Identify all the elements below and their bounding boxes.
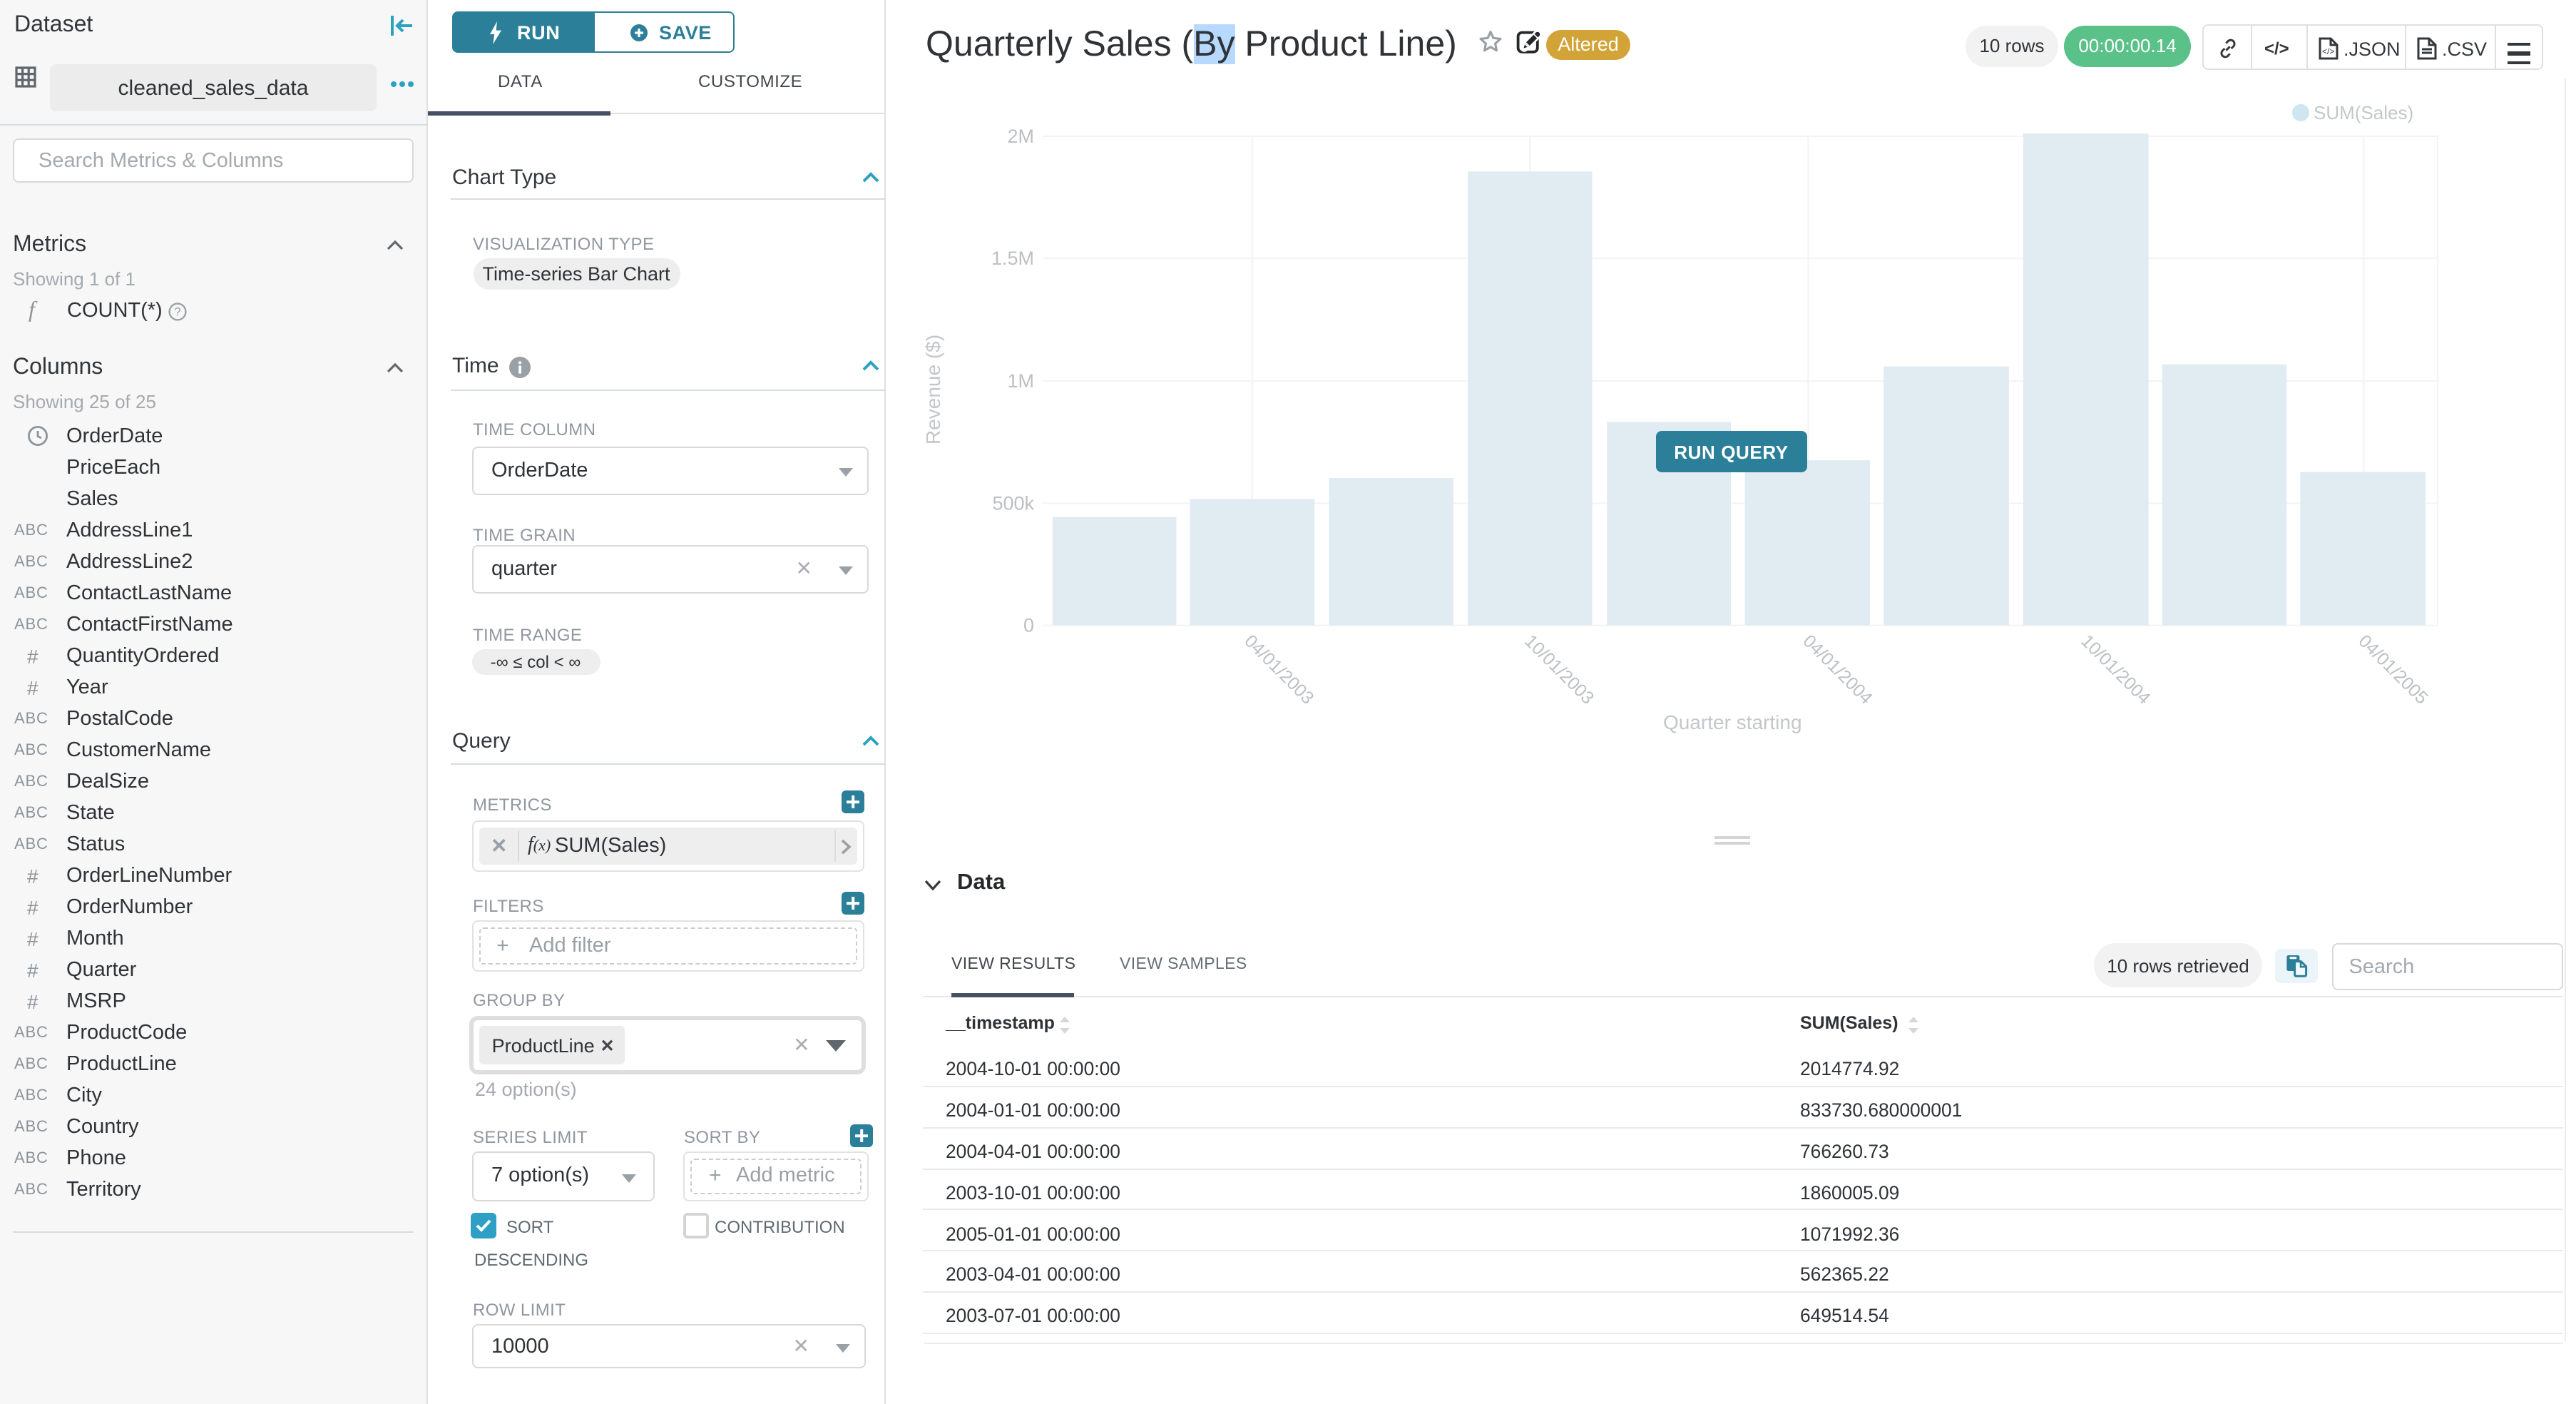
svg-text:04/01/2005: 04/01/2005 [2355, 631, 2432, 708]
svg-text:10/01/2004: 10/01/2004 [2077, 631, 2154, 708]
svg-text:1M: 1M [1007, 370, 1034, 392]
svg-text:500k: 500k [992, 492, 1034, 514]
svg-text:10/01/2003: 10/01/2003 [1520, 631, 1598, 708]
svg-text:Quarter starting: Quarter starting [1663, 711, 1802, 733]
svg-text:?: ? [174, 305, 180, 319]
svg-text:</>: </> [2321, 46, 2334, 56]
svg-text:0: 0 [1023, 615, 1034, 636]
svg-text:Revenue ($): Revenue ($) [922, 335, 944, 444]
svg-text:SUM(Sales): SUM(Sales) [2314, 102, 2413, 123]
svg-text:2M: 2M [1007, 126, 1034, 147]
svg-text:04/01/2004: 04/01/2004 [1799, 631, 1876, 708]
svg-text:1.5M: 1.5M [991, 248, 1034, 269]
svg-text:04/01/2003: 04/01/2003 [1240, 631, 1317, 708]
